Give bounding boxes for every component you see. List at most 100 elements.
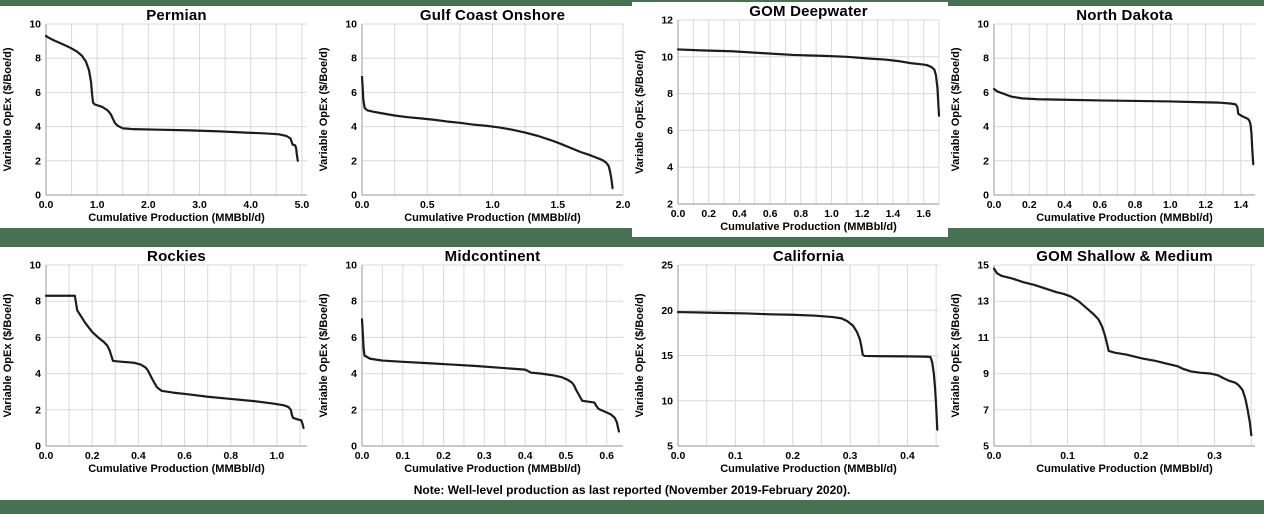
y-tick-label: 10 [977,19,989,31]
y-tick-label: 15 [977,260,989,272]
x-tick-label: 1.5 [550,199,565,211]
x-tick-label: 4.0 [243,199,258,211]
x-tick-label: 0.4 [131,450,146,462]
y-tick-label: 10 [661,51,673,63]
x-axis-label: Cumulative Production (MMBbl/d) [404,212,581,224]
series-line [360,318,621,433]
x-tick-label: 1.4 [886,208,901,220]
x-tick-label: 0.1 [395,450,410,462]
y-tick-label: 10 [345,260,357,272]
chart-panel-gulf-coast-onshore: Gulf Coast Onshore 0 2 4 6 8 10 0.0 0.5 1.0 1.5 2.… [316,6,632,228]
x-axis-label: Cumulative Production (MMBbl/d) [88,212,265,224]
rockies-supply-curve-chart: 0 2 4 6 8 10 0.0 0.2 0.4 0.6 0.8 1.0 Cumulative Prod… [2,260,307,475]
x-tick-label: 0.5 [559,450,574,462]
y-tick-label: 5 [983,441,989,453]
midcontinent-supply-curve-chart: 0 2 4 6 8 10 0.0 0.1 0.2 0.3 0.4 0.5 0.6 Cumulative P… [318,260,623,475]
y-tick-label: 7 [983,404,989,416]
y-tick-label: 4 [667,162,673,174]
y-axis-label: Variable OpEx ($/Boe/d) [2,293,14,417]
y-tick-label: 0 [983,190,989,202]
chart-panel-rockies: Rockies 0 2 4 6 8 10 0.0 0.2 0.4 0.6 0.8 1.0 Cumulat… [0,247,316,479]
y-tick-label: 8 [35,53,41,65]
series-line [360,75,614,190]
y-tick-label: 6 [351,87,357,99]
bottom-border-band [0,500,1264,514]
x-tick-label: 1.6 [916,208,931,220]
y-tick-label: 2 [667,199,673,211]
gulf-coast-onshore-supply-curve-chart: 0 2 4 6 8 10 0.0 0.5 1.0 1.5 2.0 Cumulative Product… [318,19,630,225]
x-tick-label: 0.8 [794,208,809,220]
y-tick-label: 20 [661,305,673,317]
y-tick-label: 4 [35,368,41,380]
x-tick-label: 0.1 [728,450,743,462]
y-axis-label: Variable OpEx ($/Boe/d) [634,50,646,174]
x-tick-label: 0.2 [1134,450,1149,462]
x-axis-label: Cumulative Production (MMBbl/d) [404,463,581,475]
x-tick-label: 0.3 [1207,450,1222,462]
x-tick-label: 0.2 [85,450,100,462]
x-tick-label: 0.6 [599,450,614,462]
y-tick-label: 0 [351,441,357,453]
y-tick-label: 2 [35,404,41,416]
x-tick-label: 1.2 [855,208,870,220]
chart-panel-gom-deepwater: GOM Deepwater 2 4 6 8 10 12 0.0 0.2 0.4 0.6 0.8 1.0… [632,2,948,237]
x-tick-label: 0.8 [223,450,238,462]
y-tick-label: 11 [978,332,989,344]
y-tick-label: 4 [351,368,357,380]
y-tick-label: 8 [35,296,41,308]
permian-supply-curve-chart: 0 2 4 6 8 10 0.0 1.0 2.0 3.0 4.0 5.0 Cumulative Prod… [2,19,310,225]
y-tick-label: 2 [983,155,989,167]
y-axis-label: Variable OpEx ($/Boe/d) [950,293,962,417]
y-tick-label: 2 [351,155,357,167]
chart-panel-north-dakota: North Dakota 0 2 4 6 8 10 0.0 0.2 0.4 0.6 0.8 1.0 1.… [948,6,1264,228]
series-line [676,310,939,431]
y-tick-label: 4 [351,121,357,133]
y-tick-label: 0 [35,190,41,202]
x-tick-label: 0.2 [436,450,451,462]
y-axis-label: Variable OpEx ($/Boe/d) [318,293,330,417]
gom-deepwater-supply-curve-chart: 2 4 6 8 10 12 0.0 0.2 0.4 0.6 0.8 1.0 1.2 1.4 1.6 Cumul… [634,15,941,233]
x-tick-label: 0.0 [671,208,686,220]
x-tick-label: 0.0 [355,199,370,211]
x-tick-label: 0.8 [1128,199,1143,211]
x-axis-label: Cumulative Production (MMBbl/d) [720,221,897,233]
x-tick-label: 3.0 [192,199,207,211]
y-tick-label: 6 [667,125,673,137]
x-tick-label: 0.2 [701,208,716,220]
series-line [992,267,1253,437]
x-tick-label: 1.0 [90,199,105,211]
chart-panel-california: California 5 10 15 20 25 0.0 0.1 0.2 0.3 0.4 Cumul… [632,247,948,479]
y-axis-label: Variable OpEx ($/Boe/d) [634,293,646,417]
x-tick-label: 0.4 [1057,199,1072,211]
chart-panel-permian: Permian 0 2 4 6 8 10 0.0 1.0 2.0 3.0 4.0 5.0 Cumulat… [0,6,316,228]
y-axis-label: Variable OpEx ($/Boe/d) [318,47,330,171]
y-tick-label: 8 [351,296,357,308]
y-tick-label: 4 [35,121,41,133]
x-tick-label: 0.5 [420,199,435,211]
x-tick-label: 5.0 [295,199,310,211]
charts-row-top: Permian 0 2 4 6 8 10 0.0 1.0 2.0 3.0 4.0 5.0 Cumulat… [0,2,1264,237]
x-axis-label: Cumulative Production (MMBbl/d) [720,463,897,475]
x-tick-label: 0.0 [987,450,1002,462]
footnote-text: Note: Well-level production as last repo… [413,482,851,497]
y-tick-label: 12 [661,15,673,27]
x-tick-label: 1.0 [1163,199,1178,211]
y-tick-label: 2 [351,404,357,416]
y-tick-label: 8 [351,53,357,65]
y-tick-label: 5 [667,441,673,453]
y-axis-label: Variable OpEx ($/Boe/d) [950,47,962,171]
x-tick-label: 1.0 [270,450,285,462]
y-tick-label: 4 [983,121,989,133]
x-tick-label: 0.4 [900,450,915,462]
series-line [992,87,1255,166]
x-tick-label: 0.0 [355,450,370,462]
footnote-strip: Note: Well-level production as last repo… [0,479,1264,500]
x-tick-label: 0.1 [1060,450,1075,462]
series-line [676,48,941,117]
y-tick-label: 25 [661,260,673,272]
y-tick-label: 8 [983,53,989,65]
y-tick-label: 13 [977,296,989,308]
